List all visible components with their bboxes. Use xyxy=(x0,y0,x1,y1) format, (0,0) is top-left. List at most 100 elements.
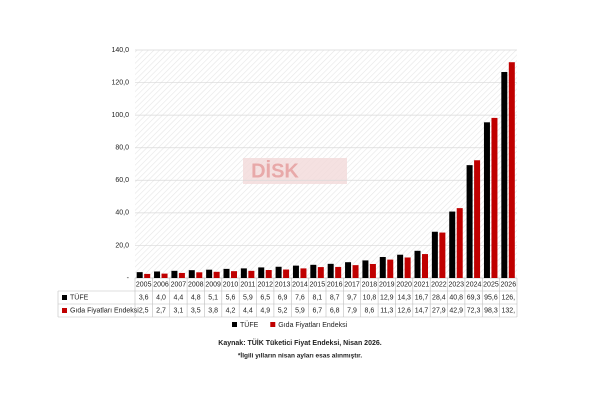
x-tick-label: 2021 xyxy=(414,281,430,288)
x-tick-label: 2011 xyxy=(240,281,255,288)
x-tick-label: 2006 xyxy=(153,281,169,288)
x-tick-label: 2005 xyxy=(136,281,152,288)
table-value: 4,4 xyxy=(243,307,253,314)
table-series-name: Gıda Fiyatları Endeksi xyxy=(70,307,139,314)
bar xyxy=(491,117,498,278)
x-tick-label: 2010 xyxy=(223,281,239,288)
table-value: 8,1 xyxy=(312,294,322,301)
table-value: 2,5 xyxy=(139,307,149,314)
bar xyxy=(206,269,213,278)
bar xyxy=(154,271,161,278)
bar xyxy=(456,208,463,278)
bar xyxy=(240,268,247,278)
bar xyxy=(317,267,324,278)
table-value: 4,2 xyxy=(226,307,236,314)
x-tick-label: 2015 xyxy=(310,281,326,288)
bar xyxy=(335,266,342,278)
table-legend-key xyxy=(62,308,67,313)
bar xyxy=(161,273,168,278)
x-tick-label: 2026 xyxy=(501,281,517,288)
bar xyxy=(292,265,299,278)
bar xyxy=(352,265,359,278)
x-tick-label: 2020 xyxy=(396,281,412,288)
bar xyxy=(397,254,404,278)
bar xyxy=(231,271,237,278)
x-tick-label: 2012 xyxy=(257,281,273,288)
table-value: 8,6 xyxy=(365,307,375,314)
table-value: 4,4 xyxy=(174,294,184,301)
bar xyxy=(345,262,352,278)
y-tick-label: 80,0 xyxy=(115,145,129,152)
bar xyxy=(136,272,143,278)
legend-key xyxy=(232,322,237,327)
table-value: 7,6 xyxy=(295,294,305,301)
table-value: 9,7 xyxy=(347,294,357,301)
table-value: 27,9 xyxy=(432,307,446,314)
table-value: 2,7 xyxy=(156,307,166,314)
x-tick-label: 2017 xyxy=(344,281,360,288)
table-value: 3,6 xyxy=(139,294,149,301)
y-tick-label: 20,0 xyxy=(115,242,129,249)
legend-label: Gıda Fiyatları Endeksi xyxy=(278,322,347,329)
table-value: 6,5 xyxy=(260,294,270,301)
bar xyxy=(508,62,515,278)
bar xyxy=(474,160,481,278)
table-value: 4,8 xyxy=(191,294,201,301)
bar xyxy=(387,259,394,278)
x-tick-label: 2013 xyxy=(275,281,291,288)
bar xyxy=(178,272,185,278)
table-value: 12,6 xyxy=(397,307,411,314)
table-value: 3,5 xyxy=(191,307,201,314)
bar xyxy=(144,273,151,278)
bar xyxy=(188,270,195,278)
table-value: 6,9 xyxy=(278,294,288,301)
x-tick-label: 2022 xyxy=(431,281,447,288)
bar xyxy=(310,264,317,278)
bar xyxy=(404,257,411,278)
table-value: 69,3 xyxy=(467,294,481,301)
table-value: 6,7 xyxy=(312,307,322,314)
table-value: 72,3 xyxy=(467,307,481,314)
note: *İlgili yılların nisan ayları esas alınm… xyxy=(238,352,362,360)
x-tick-label: 2023 xyxy=(448,281,464,288)
bar xyxy=(248,270,255,278)
table-value: 7,9 xyxy=(347,307,357,314)
bar xyxy=(300,268,307,278)
x-tick-label: 2007 xyxy=(171,281,187,288)
table-value: 98,3 xyxy=(484,307,498,314)
watermark-group: DİSK xyxy=(243,158,347,184)
bar xyxy=(439,232,446,278)
bar xyxy=(213,271,220,278)
bar xyxy=(431,231,438,278)
bar xyxy=(466,165,473,278)
table-value: 5,9 xyxy=(295,307,305,314)
bar xyxy=(258,267,265,278)
table-value: 3,8 xyxy=(208,307,218,314)
table-value: 40,8 xyxy=(449,294,463,301)
table-value: 8,7 xyxy=(330,294,340,301)
x-tick-label: 2024 xyxy=(466,281,482,288)
bar xyxy=(379,256,386,278)
table-value: 5,6 xyxy=(226,294,236,301)
y-tick-label: 40,0 xyxy=(115,210,129,217)
bar xyxy=(223,268,230,278)
table-series-name: TÜFE xyxy=(70,293,89,301)
table-value: 95,6 xyxy=(484,294,498,301)
bar xyxy=(501,71,508,278)
y-tick-label: 100,0 xyxy=(111,112,129,119)
table-value: 4,9 xyxy=(260,307,270,314)
table-legend-key xyxy=(62,295,67,300)
bar xyxy=(483,122,490,279)
table-value: 16,7 xyxy=(415,294,429,301)
table-value: 5,9 xyxy=(243,294,253,301)
bar xyxy=(422,254,428,278)
watermark-box xyxy=(243,158,347,184)
table-value: 5,1 xyxy=(208,294,218,301)
y-tick-label: 120,0 xyxy=(111,79,129,86)
bar xyxy=(283,269,290,278)
bar xyxy=(327,263,334,278)
table-value: 11,3 xyxy=(380,307,393,314)
x-tick-label: 2014 xyxy=(292,281,308,288)
table-value: 10,8 xyxy=(363,294,377,301)
